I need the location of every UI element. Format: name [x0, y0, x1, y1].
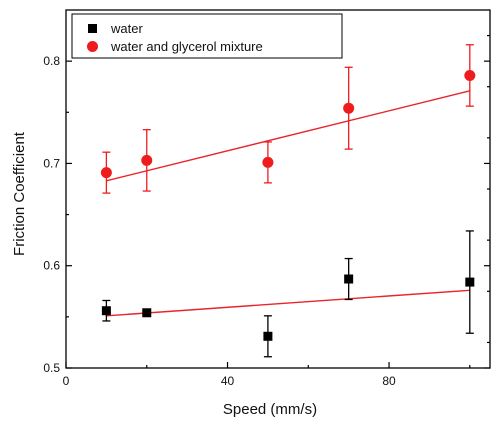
point-water	[465, 277, 475, 287]
right-edge-ticks	[487, 34, 490, 344]
fit-line	[106, 90, 470, 182]
legend-label-mixture: water and glycerol mixture	[110, 39, 263, 54]
point-mixture	[141, 154, 153, 166]
data-points	[100, 69, 476, 341]
point-mixture	[100, 167, 112, 179]
legend-box	[71, 13, 343, 59]
point-mixture	[464, 69, 476, 81]
y-tick-label: 0.7	[43, 156, 60, 170]
axis-ticks: 0 40 80 0.5 0.6 0.7 0.8	[43, 54, 490, 388]
fit-lines	[106, 90, 470, 317]
point-water	[142, 308, 152, 318]
x-tick-label: 0	[63, 374, 70, 388]
x-tick-label: 40	[221, 374, 235, 388]
fit-line	[106, 289, 470, 317]
point-water	[263, 331, 273, 341]
legend-marker-water	[88, 24, 97, 33]
y-tick-label: 0.6	[43, 259, 60, 273]
y-tick-label: 0.8	[43, 54, 60, 68]
legend-label-water: water	[110, 21, 143, 36]
x-tick-label: 80	[382, 374, 396, 388]
x-axis-title: Speed (mm/s)	[223, 401, 317, 418]
point-mixture	[343, 102, 355, 114]
point-mixture	[262, 156, 274, 168]
legend-marker-mixture	[87, 41, 98, 52]
y-axis-title: Friction Coefficient	[11, 131, 28, 256]
legend: water water and glycerol mixture	[71, 13, 343, 59]
error-bars	[102, 44, 474, 358]
point-water	[101, 306, 111, 316]
point-water	[344, 274, 354, 284]
y-tick-label: 0.5	[43, 361, 60, 375]
